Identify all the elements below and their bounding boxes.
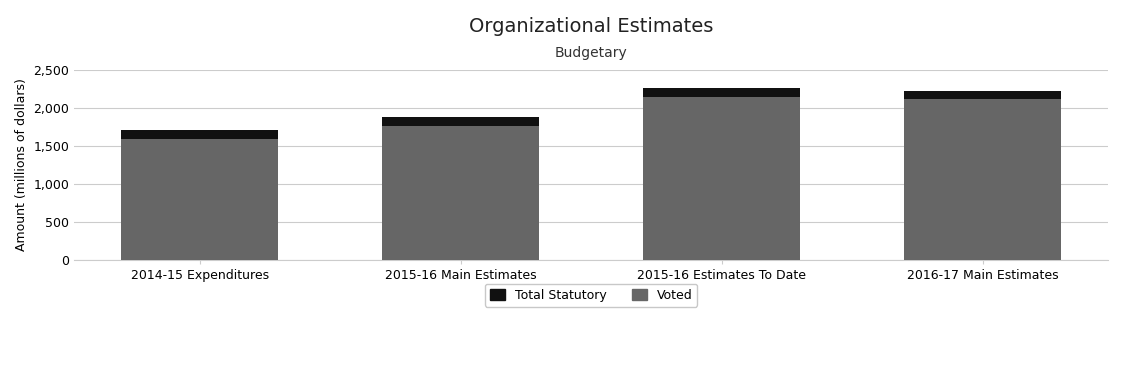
Bar bbox=[382, 126, 539, 259]
Text: Organizational Estimates: Organizational Estimates bbox=[469, 17, 713, 36]
Bar bbox=[382, 117, 539, 126]
Bar bbox=[643, 97, 800, 259]
Bar bbox=[643, 88, 800, 97]
Bar bbox=[121, 130, 277, 139]
Bar bbox=[904, 99, 1061, 259]
Y-axis label: Amount (millions of dollars): Amount (millions of dollars) bbox=[15, 78, 28, 251]
Bar bbox=[904, 91, 1061, 99]
Bar bbox=[121, 139, 277, 259]
Legend: Total Statutory, Voted: Total Statutory, Voted bbox=[485, 283, 697, 307]
Text: Budgetary: Budgetary bbox=[555, 46, 628, 60]
